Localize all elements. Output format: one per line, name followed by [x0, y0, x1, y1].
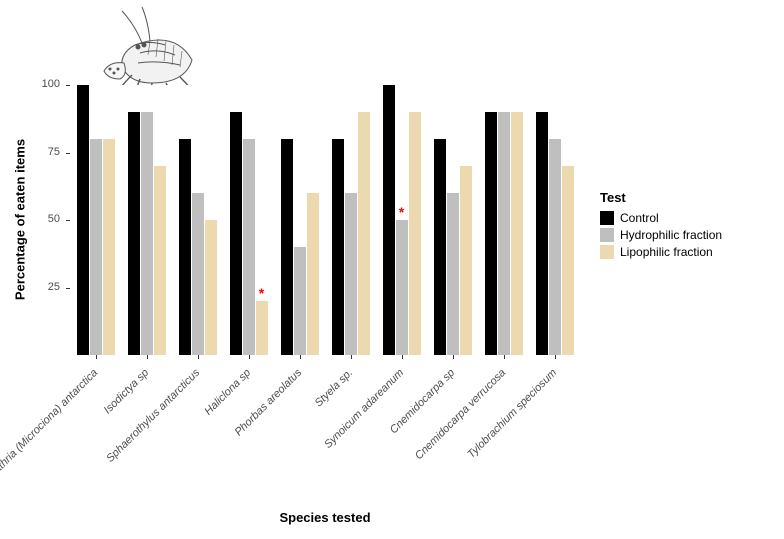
y-tick-label: 100: [0, 78, 60, 90]
x-tick-mark: [249, 355, 250, 359]
legend-item-lipo: Lipophilic fraction: [600, 245, 722, 259]
x-tick-mark: [300, 355, 301, 359]
legend-title: Test: [600, 190, 722, 205]
y-tick-label: 25: [0, 281, 60, 293]
bar-hydro: [498, 112, 510, 355]
x-tick-mark: [147, 355, 148, 359]
bar-lipo: [562, 166, 574, 355]
x-tick-mark: [504, 355, 505, 359]
bar-lipo: [409, 112, 421, 355]
bar-hydro: [294, 247, 306, 355]
bar-lipo: [307, 193, 319, 355]
bar-hydro: [192, 193, 204, 355]
bar-hydro: [396, 220, 408, 355]
legend-swatch: [600, 228, 614, 242]
bar-control: [77, 85, 89, 355]
significance-marker: *: [259, 285, 264, 301]
bar-control: [128, 112, 140, 355]
bar-lipo: [358, 112, 370, 355]
legend-label: Hydrophilic fraction: [620, 228, 722, 242]
x-tick-mark: [402, 355, 403, 359]
bar-control: [230, 112, 242, 355]
bar-hydro: [141, 112, 153, 355]
bar-control: [536, 112, 548, 355]
bar-control: [332, 139, 344, 355]
bar-lipo: [511, 112, 523, 355]
x-tick-mark: [555, 355, 556, 359]
x-tick-mark: [453, 355, 454, 359]
y-tick-label: 75: [0, 146, 60, 158]
x-tick-mark: [198, 355, 199, 359]
bar-lipo: [460, 166, 472, 355]
bar-lipo: [154, 166, 166, 355]
legend-item-hydro: Hydrophilic fraction: [600, 228, 722, 242]
bar-hydro: [447, 193, 459, 355]
x-axis-title: Species tested: [70, 510, 580, 525]
bar-hydro: [90, 139, 102, 355]
bar-lipo: [256, 301, 268, 355]
bar-control: [179, 139, 191, 355]
bar-control: [485, 112, 497, 355]
legend-label: Control: [620, 211, 659, 225]
chart-container: Percentage of eaten items 255075100 ** C…: [0, 0, 784, 539]
legend-item-control: Control: [600, 211, 722, 225]
bar-lipo: [205, 220, 217, 355]
x-tick-mark: [96, 355, 97, 359]
bar-control: [281, 139, 293, 355]
legend: Test Control Hydrophilic fraction Lipophil…: [600, 190, 722, 262]
y-tick-label: 50: [0, 213, 60, 225]
bar-hydro: [345, 193, 357, 355]
plot-area: **: [70, 85, 580, 355]
bar-control: [434, 139, 446, 355]
significance-marker: *: [399, 204, 404, 220]
bar-hydro: [243, 139, 255, 355]
legend-items: Control Hydrophilic fraction Lipophilic fr…: [600, 211, 722, 259]
legend-swatch: [600, 245, 614, 259]
bar-control: [383, 85, 395, 355]
bar-lipo: [103, 139, 115, 355]
bar-hydro: [549, 139, 561, 355]
x-tick-mark: [351, 355, 352, 359]
legend-label: Lipophilic fraction: [620, 245, 713, 259]
legend-swatch: [600, 211, 614, 225]
